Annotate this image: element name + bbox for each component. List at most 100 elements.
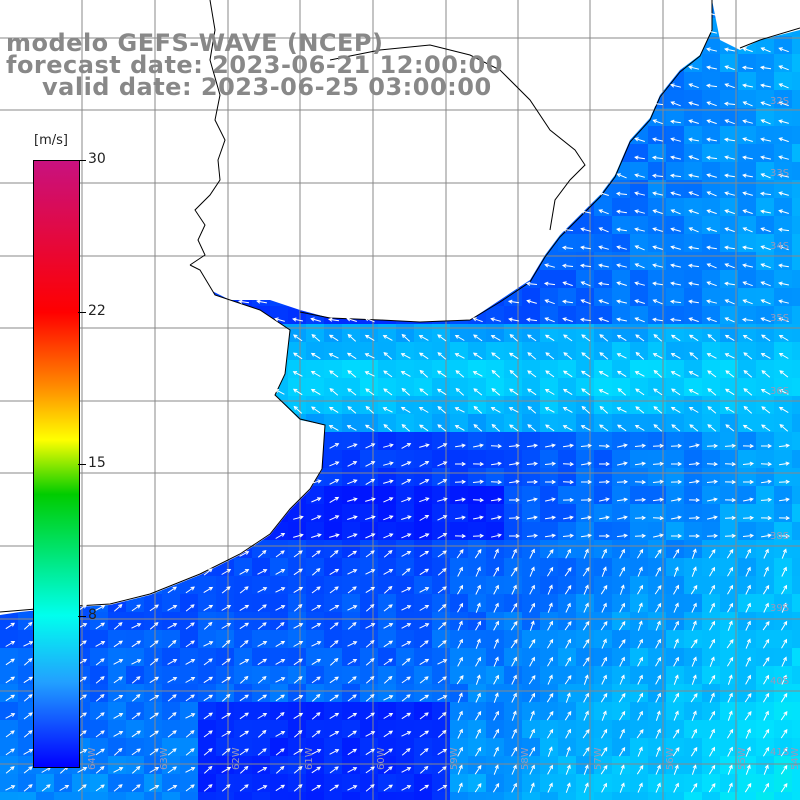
- wind-cell: [774, 162, 792, 180]
- wind-cell: [792, 162, 800, 180]
- wind-arrow: [652, 245, 663, 250]
- wind-cell: [90, 684, 108, 702]
- wind-arrow: [490, 515, 502, 520]
- wind-arrow: [565, 782, 571, 793]
- wind-cell: [756, 234, 774, 252]
- wind-cell: [666, 648, 684, 666]
- wind-cell: [774, 792, 792, 800]
- wind-cell: [594, 630, 612, 648]
- wind-arrow: [616, 443, 628, 448]
- wind-cell: [414, 378, 432, 396]
- wind-cell: [576, 468, 594, 486]
- wind-cell: [324, 702, 342, 720]
- wind-arrow: [5, 748, 15, 756]
- wind-cell: [612, 270, 630, 288]
- wind-cell: [540, 648, 558, 666]
- wind-arrow: [437, 712, 447, 720]
- wind-cell: [342, 504, 360, 522]
- wind-arrow: [742, 191, 753, 196]
- wind-arrow: [760, 101, 771, 107]
- wind-arrow: [527, 388, 537, 396]
- wind-cell: [594, 666, 612, 684]
- wind-cell: [342, 414, 360, 432]
- wind-cell: [324, 522, 342, 540]
- wind-arrow: [691, 764, 697, 775]
- wind-arrow: [419, 443, 430, 448]
- wind-cell: [306, 684, 324, 702]
- wind-arrow: [761, 533, 772, 538]
- wind-cell: [378, 342, 396, 360]
- wind-arrow: [543, 281, 556, 286]
- wind-arrow: [652, 137, 664, 142]
- wind-cell: [522, 774, 540, 792]
- wind-arrow: [365, 388, 375, 396]
- wind-arrow: [292, 388, 303, 396]
- wind-cell: [558, 594, 576, 612]
- wind-arrow: [745, 548, 751, 559]
- wind-arrow: [723, 101, 736, 106]
- wind-arrow: [493, 710, 499, 721]
- wind-arrow: [203, 730, 213, 738]
- wind-cell: [720, 630, 738, 648]
- wind-arrow: [724, 353, 735, 359]
- wind-cell: [342, 756, 360, 774]
- wind-cell: [450, 378, 468, 396]
- wind-cell: [414, 684, 432, 702]
- wind-arrow: [365, 623, 376, 629]
- wind-cell: [594, 396, 612, 414]
- wind-cell: [612, 576, 630, 594]
- wind-cell: [540, 288, 558, 306]
- wind-arrow: [745, 566, 751, 577]
- wind-cell: [18, 792, 36, 800]
- wind-arrow: [781, 566, 787, 577]
- wind-arrow: [616, 479, 629, 485]
- wind-arrow: [651, 173, 664, 178]
- wind-arrow: [365, 461, 376, 467]
- wind-arrow: [167, 659, 178, 665]
- wind-arrow: [688, 155, 699, 161]
- wind-arrow: [706, 191, 717, 197]
- wind-cell: [522, 648, 540, 666]
- wind-cell: [612, 540, 630, 558]
- wind-arrow: [706, 353, 717, 359]
- wind-arrow: [490, 479, 503, 485]
- wind-arrow: [579, 317, 592, 322]
- wind-cell: [684, 342, 702, 360]
- wind-arrow: [690, 584, 698, 595]
- wind-cell: [702, 468, 720, 486]
- wind-arrow: [221, 622, 232, 629]
- wind-arrow: [742, 119, 753, 124]
- wind-cell: [738, 360, 756, 378]
- wind-cell: [522, 342, 540, 360]
- wind-cell: [288, 756, 306, 774]
- wind-cell: [648, 558, 666, 576]
- wind-arrow: [615, 191, 628, 196]
- wind-arrow: [762, 692, 770, 703]
- wind-cell: [666, 684, 684, 702]
- wind-cell: [558, 252, 576, 270]
- wind-arrow: [400, 371, 411, 377]
- wind-arrow: [673, 782, 679, 793]
- wind-cell: [522, 702, 540, 720]
- wind-arrow: [781, 602, 787, 613]
- wind-arrow: [561, 227, 574, 232]
- wind-arrow: [437, 603, 447, 612]
- wind-arrow: [293, 695, 304, 701]
- wind-arrow: [761, 334, 771, 342]
- wind-arrow: [311, 334, 321, 342]
- wind-cell: [342, 540, 360, 558]
- wind-cell: [414, 774, 432, 792]
- wind-arrow: [347, 550, 358, 558]
- wind-arrow: [329, 568, 340, 576]
- wind-arrow: [778, 317, 789, 323]
- wind-arrow: [383, 461, 394, 466]
- wind-cell: [180, 684, 198, 702]
- wind-cell: [324, 612, 342, 630]
- wind-cell: [468, 540, 486, 558]
- wind-arrow: [311, 550, 321, 558]
- wind-arrow: [511, 764, 517, 775]
- wind-arrow: [401, 658, 411, 666]
- wind-cell: [432, 342, 450, 360]
- wind-arrow: [724, 406, 735, 413]
- wind-cell: [378, 594, 396, 612]
